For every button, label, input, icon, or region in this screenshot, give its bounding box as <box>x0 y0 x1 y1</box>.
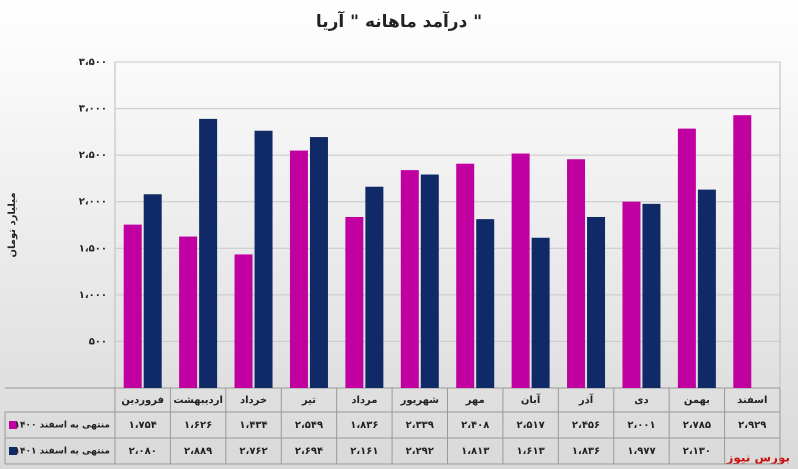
x-tick-label: فروردین <box>121 395 164 406</box>
bar <box>365 186 384 388</box>
y-tick-label: ۱،۵۰۰ <box>79 243 107 254</box>
x-tick-label: اسفند <box>737 395 767 406</box>
bar <box>476 219 495 388</box>
value-label: ۱،۶۱۳ <box>517 446 545 457</box>
legend-label: منتهی به اسفند ۱۴۰۰ <box>15 421 110 431</box>
value-label: ۱،۶۲۶ <box>184 420 212 431</box>
y-tick-label: ۳،۵۰۰ <box>79 57 107 68</box>
value-label: ۲،۳۳۹ <box>406 420 434 431</box>
legend-swatch <box>9 421 17 429</box>
bar <box>697 189 716 388</box>
legend-label: منتهی به اسفند ۱۴۰۱ <box>15 447 110 457</box>
value-label: ۲،۱۶۱ <box>350 446 378 457</box>
x-tick-label: آذر <box>578 393 594 406</box>
bar <box>420 174 439 388</box>
bar <box>567 159 586 388</box>
value-label: ۱،۸۱۳ <box>461 446 489 457</box>
value-label: ۱،۸۳۶ <box>350 420 378 431</box>
x-tick-label: اردیبهشت <box>173 395 223 406</box>
bar <box>309 137 328 388</box>
y-tick-label: ۱،۰۰۰ <box>79 290 107 301</box>
value-label: ۱،۹۷۷ <box>627 446 655 457</box>
bar <box>143 194 162 388</box>
bar <box>456 163 475 388</box>
bar <box>199 118 218 389</box>
bar <box>531 237 550 388</box>
value-label: ۲،۲۹۲ <box>406 446 434 457</box>
x-tick-label: شهریور <box>400 395 440 406</box>
value-label: ۱،۸۳۶ <box>572 446 600 457</box>
value-label: ۱،۴۳۴ <box>239 420 267 431</box>
x-tick-label: خرداد <box>240 395 267 406</box>
value-label: ۲،۵۴۹ <box>295 420 323 431</box>
bar <box>622 201 641 388</box>
value-label: ۲،۰۰۱ <box>627 420 655 431</box>
chart-title: درآمد ماهانه " آریا " <box>316 10 482 32</box>
value-label: ۲،۰۸۰ <box>129 446 157 457</box>
y-tick-label: ۵۰۰ <box>89 336 107 347</box>
y-tick-label: ۲،۰۰۰ <box>79 197 107 208</box>
bar <box>289 150 308 388</box>
x-tick-label: مرداد <box>351 395 377 406</box>
bar <box>345 216 364 388</box>
value-label: ۲،۸۸۹ <box>184 446 212 457</box>
bar <box>234 254 253 388</box>
bar <box>123 224 142 388</box>
value-label: ۲،۵۱۷ <box>517 420 545 431</box>
bar <box>733 115 752 388</box>
bar <box>677 128 696 388</box>
value-label: ۲،۷۶۲ <box>239 446 267 457</box>
value-label: ۲،۱۳۰ <box>683 446 711 457</box>
legend-swatch <box>9 447 17 455</box>
value-label: ۱،۷۵۴ <box>129 420 157 431</box>
bar <box>254 130 273 388</box>
x-tick-label: مهر <box>465 395 485 406</box>
y-tick-label: ۳،۰۰۰ <box>79 104 107 115</box>
x-tick-label: آبان <box>521 393 541 406</box>
x-tick-label: تیر <box>301 395 316 406</box>
bar <box>587 216 606 388</box>
y-axis-label: میلیارد تومان <box>7 192 18 257</box>
value-label: ۲،۶۹۴ <box>295 446 323 457</box>
value-label: ۲،۴۰۸ <box>461 420 489 431</box>
bar <box>511 153 530 388</box>
bar <box>400 170 419 388</box>
bar <box>642 203 661 388</box>
value-label: ۲،۷۸۵ <box>683 420 711 431</box>
value-label: ۲،۴۵۶ <box>572 420 600 431</box>
value-label: ۲،۹۲۹ <box>738 420 766 431</box>
x-tick-label: بهمن <box>684 395 710 406</box>
bar <box>179 236 198 388</box>
y-tick-label: ۲،۵۰۰ <box>79 150 107 161</box>
source: بورس نیوز <box>725 451 790 466</box>
x-tick-label: دی <box>634 395 648 406</box>
